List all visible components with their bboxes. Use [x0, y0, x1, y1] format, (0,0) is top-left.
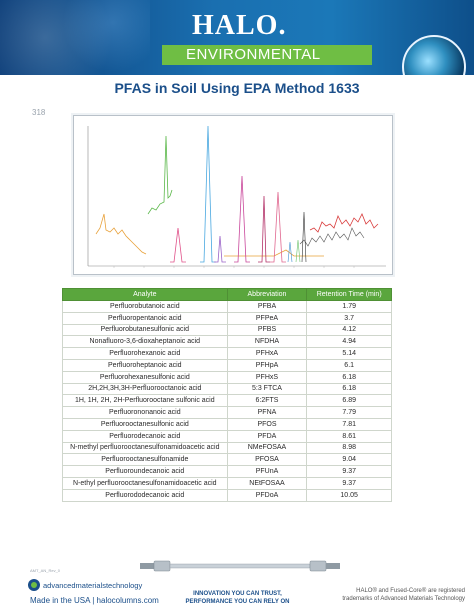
halo-logo: HALO.: [192, 10, 287, 41]
table-row: Perfluorododecanoic acid PFDoA 10.05: [62, 488, 392, 502]
column-sphere-image: [402, 35, 466, 75]
tagline: INNOVATION YOU CAN TRUST, PERFORMANCE YO…: [180, 590, 295, 606]
cell-retention-time: 9.37: [306, 476, 392, 490]
made-in-usa-link[interactable]: Made in the USA | halocolumns.com: [30, 596, 159, 605]
company-name: advancedmaterialstechnology: [43, 581, 142, 590]
cell-retention-time: 4.12: [306, 323, 392, 337]
hplc-column-image: [140, 560, 340, 572]
tagline-line-2: PERFORMANCE YOU CAN RELY ON: [185, 599, 290, 605]
cell-abbreviation: NMeFOSAA: [226, 441, 308, 455]
trademark-line-1: HALO® and Fused-Core® are registered: [356, 588, 465, 594]
table-row: Perfluorohexanoic acid PFHxA 5.14: [62, 347, 392, 360]
cell-retention-time: 9.04: [306, 453, 392, 467]
header-banner: HALO. ENVIRONMENTAL: [0, 0, 474, 75]
cell-analyte: Perfluorohexanoic acid: [62, 347, 228, 360]
table-row: Perfluorooctanesulfonamide PFOSA 9.04: [62, 453, 392, 467]
cell-analyte: N-ethyl perfluorooctanesulfonamidoacetic…: [62, 476, 228, 490]
table-row: N-methyl perfluorooctanesulfonamidoaceti…: [62, 441, 392, 455]
table-row: Perfluorobutanesulfonic acid PFBS 4.12: [62, 323, 392, 337]
cell-retention-time: 10.05: [306, 488, 392, 502]
table-row: Perfluorooctanesulfonic acid PFOS 7.81: [62, 417, 392, 431]
cell-retention-time: 4.94: [306, 335, 392, 349]
cell-abbreviation: PFBA: [226, 300, 308, 313]
trademark-line-2: trademarks of Advanced Materials Technol…: [342, 596, 465, 602]
cell-abbreviation: 6:2FTS: [226, 394, 308, 408]
section-banner: ENVIRONMENTAL: [162, 45, 372, 65]
page-title: PFAS in Soil Using EPA Method 1633: [114, 80, 360, 96]
tagline-line-1: INNOVATION YOU CAN TRUST,: [193, 591, 282, 597]
cell-retention-time: 8.61: [306, 429, 392, 443]
cell-abbreviation: PFOS: [226, 417, 308, 431]
cell-retention-time: 7.79: [306, 406, 392, 419]
cell-retention-time: 7.81: [306, 417, 392, 431]
cell-retention-time: 3.7: [306, 311, 392, 325]
cell-abbreviation: PFHpA: [226, 358, 308, 372]
table-header-row: Analyte Abbreviation Retention Time (min…: [62, 288, 392, 301]
cell-abbreviation: NFDHA: [226, 335, 308, 349]
cell-abbreviation: PFOSA: [226, 453, 308, 467]
cell-abbreviation: PFHxA: [226, 347, 308, 360]
cell-abbreviation: PFBS: [226, 323, 308, 337]
cell-analyte: Perfluorobutanesulfonic acid: [62, 323, 228, 337]
cell-analyte: N-methyl perfluorooctanesulfonamidoaceti…: [62, 441, 228, 455]
cell-abbreviation: PFNA: [226, 406, 308, 419]
cell-analyte: Perfluorodecanoic acid: [62, 429, 228, 443]
table-row: Perfluoroundecanoic acid PFUnA 9.37: [62, 465, 392, 478]
cell-abbreviation: PFDoA: [226, 488, 308, 502]
cell-retention-time: 6.1: [306, 358, 392, 372]
table-row: Perfluorohexanesulfonic acid PFHxS 6.18: [62, 370, 392, 384]
cell-analyte: Perfluorododecanoic acid: [62, 488, 228, 502]
page-number: 318: [32, 108, 46, 117]
chromatogram-plot: [87, 125, 386, 268]
table-row: Perfluorodecanoic acid PFDA 8.61: [62, 429, 392, 443]
cell-abbreviation: PFHxS: [226, 370, 308, 384]
cell-analyte: Nonafluoro-3,6-dioxaheptanoic acid: [62, 335, 228, 349]
document-code: AMT_AN_Rev_0: [30, 568, 61, 573]
amt-logo: advancedmaterialstechnology: [28, 579, 142, 591]
cell-analyte: 1H, 1H, 2H, 2H-Perfluorooctane sulfonic …: [62, 394, 228, 408]
cell-analyte: Perfluorononanoic acid: [62, 406, 228, 419]
cell-abbreviation: PFUnA: [226, 465, 308, 478]
cell-retention-time: 6.18: [306, 382, 392, 396]
cell-analyte: Perfluoropentanoic acid: [62, 311, 228, 325]
cell-retention-time: 6.89: [306, 394, 392, 408]
cell-retention-time: 8.98: [306, 441, 392, 455]
cell-analyte: Perfluorooctanesulfonic acid: [62, 417, 228, 431]
cell-retention-time: 9.37: [306, 465, 392, 478]
cell-abbreviation: NEtFOSAA: [226, 476, 308, 490]
header-analyte: Analyte: [62, 288, 228, 301]
cell-abbreviation: PFPeA: [226, 311, 308, 325]
cell-retention-time: 1.79: [306, 300, 392, 313]
cell-analyte: Perfluoroundecanoic acid: [62, 465, 228, 478]
table-row: Perfluoroheptanoic acid PFHpA 6.1: [62, 358, 392, 372]
table-row: Nonafluoro-3,6-dioxaheptanoic acid NFDHA 4…: [62, 335, 392, 349]
cell-analyte: Perfluorohexanesulfonic acid: [62, 370, 228, 384]
table-row: Perfluoropentanoic acid PFPeA 3.7: [62, 311, 392, 325]
cell-analyte: Perfluorobutanoic acid: [62, 300, 228, 313]
cell-analyte: 2H,2H,3H,3H-Perfluorooctanoic acid: [62, 382, 228, 396]
retention-time-table: Analyte Abbreviation Retention Time (min…: [62, 288, 392, 502]
table-row: 1H, 1H, 2H, 2H-Perfluorooctane sulfonic …: [62, 394, 392, 408]
table-row: Perfluorononanoic acid PFNA 7.79: [62, 406, 392, 419]
header-abbreviation: Abbreviation: [226, 288, 308, 301]
cell-retention-time: 5.14: [306, 347, 392, 360]
cell-analyte: Perfluoroheptanoic acid: [62, 358, 228, 372]
header-decoration: [0, 0, 150, 75]
cell-analyte: Perfluorooctanesulfonamide: [62, 453, 228, 467]
cell-abbreviation: 5:3 FTCA: [226, 382, 308, 396]
cell-abbreviation: PFDA: [226, 429, 308, 443]
table-row: Perfluorobutanoic acid PFBA 1.79: [62, 300, 392, 313]
table-row: N-ethyl perfluorooctanesulfonamidoacetic…: [62, 476, 392, 490]
trademark-notice: HALO® and Fused-Core® are registered tra…: [340, 587, 465, 603]
cell-retention-time: 6.18: [306, 370, 392, 384]
chromatogram-figure: [73, 115, 393, 275]
table-row: 2H,2H,3H,3H-Perfluorooctanoic acid 5:3 FT…: [62, 382, 392, 396]
header-retention-time: Retention Time (min): [306, 288, 392, 301]
